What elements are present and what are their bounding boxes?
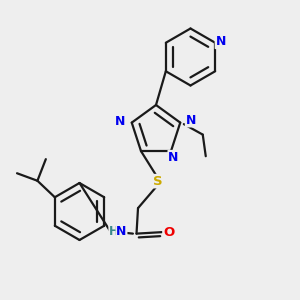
Text: N: N [115, 115, 125, 128]
Text: N: N [116, 225, 127, 238]
Text: O: O [163, 226, 174, 238]
Text: N: N [215, 35, 226, 48]
Text: N: N [168, 151, 178, 164]
Text: S: S [153, 175, 162, 188]
Text: N: N [186, 114, 196, 127]
Text: H: H [109, 225, 119, 238]
